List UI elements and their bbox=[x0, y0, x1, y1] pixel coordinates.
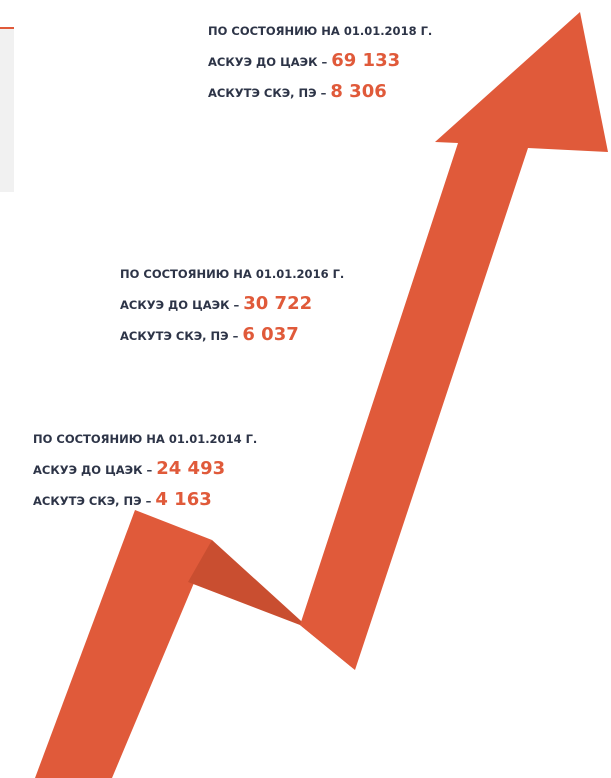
side-panel bbox=[0, 29, 14, 192]
line: АСКУЭ ДО ЦАЭК –30 722 bbox=[120, 289, 344, 320]
line: АСКУТЭ СКЭ, ПЭ –4 163 bbox=[33, 485, 257, 516]
label: АСКУЭ ДО ЦАЭК – bbox=[208, 55, 328, 69]
milestone-2016: ПО СОСТОЯНИЮ НА 01.01.2016 Г. АСКУЭ ДО Ц… bbox=[120, 260, 344, 351]
value: 30 722 bbox=[243, 293, 313, 314]
date: ПО СОСТОЯНИЮ НА 01.01.2018 Г. bbox=[208, 24, 433, 38]
value: 8 306 bbox=[330, 81, 387, 102]
arrow-segment bbox=[35, 510, 212, 778]
line: АСКУЭ ДО ЦАЭК –69 133 bbox=[208, 46, 432, 77]
date: ПО СОСТОЯНИЮ НА 01.01.2016 Г. bbox=[120, 267, 345, 281]
label: АСКУТЭ СКЭ, ПЭ – bbox=[120, 329, 239, 343]
line: АСКУТЭ СКЭ, ПЭ –6 037 bbox=[120, 320, 344, 351]
value: 6 037 bbox=[242, 324, 299, 345]
line: АСКУЭ ДО ЦАЭК –24 493 bbox=[33, 454, 257, 485]
line: АСКУТЭ СКЭ, ПЭ –8 306 bbox=[208, 77, 432, 108]
value: 24 493 bbox=[156, 458, 226, 479]
side-accent bbox=[0, 27, 14, 29]
milestone-2018: ПО СОСТОЯНИЮ НА 01.01.2018 Г. АСКУЭ ДО Ц… bbox=[208, 17, 432, 108]
label: АСКУЭ ДО ЦАЭК – bbox=[120, 298, 240, 312]
arrow-fold bbox=[188, 540, 355, 670]
milestone-2014: ПО СОСТОЯНИЮ НА 01.01.2014 Г. АСКУЭ ДО Ц… bbox=[33, 425, 257, 516]
arrow-head bbox=[300, 12, 608, 670]
label: АСКУЭ ДО ЦАЭК – bbox=[33, 463, 153, 477]
label: АСКУТЭ СКЭ, ПЭ – bbox=[208, 86, 327, 100]
label: АСКУТЭ СКЭ, ПЭ – bbox=[33, 494, 152, 508]
value: 69 133 bbox=[331, 50, 401, 71]
value: 4 163 bbox=[155, 489, 212, 510]
date: ПО СОСТОЯНИЮ НА 01.01.2014 Г. bbox=[33, 432, 258, 446]
